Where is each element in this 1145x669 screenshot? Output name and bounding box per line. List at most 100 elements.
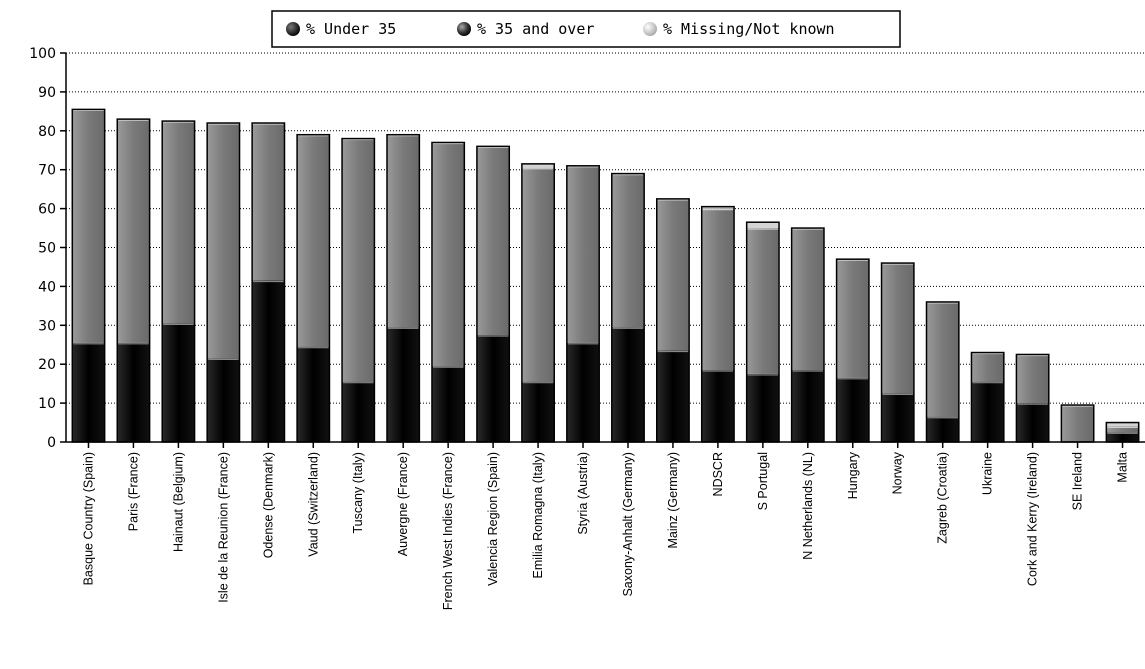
bar-segment	[611, 173, 645, 328]
legend-label-under-35: % Under 35	[306, 20, 396, 38]
x-category-label: Hungary	[846, 451, 860, 499]
bar-segment	[1061, 405, 1094, 442]
bar-segment	[521, 167, 555, 382]
bar-segment	[656, 350, 690, 442]
bar-stack	[656, 198, 690, 443]
legend-box	[271, 10, 901, 48]
bar-stack	[611, 172, 645, 443]
legend: % Under 35 % 35 and over % Missing/Not k…	[271, 10, 901, 48]
y-tick-label: 20	[38, 357, 56, 373]
bar-stack	[566, 165, 600, 443]
bar-segment	[1106, 432, 1139, 442]
bar-segment	[476, 146, 510, 336]
bar-segment	[521, 163, 555, 168]
bar-segment	[746, 228, 780, 374]
y-tick-label: 90	[38, 85, 56, 101]
bar-stack	[521, 163, 555, 443]
bar-segment	[476, 335, 510, 442]
bar-segment	[836, 377, 869, 442]
x-category-label: Valencia Region (Spain)	[486, 452, 500, 586]
y-tick-label: 40	[38, 279, 56, 295]
y-tick-label: 100	[29, 46, 56, 62]
x-axis-labels: Basque Country (Spain) Paris (France) Hain…	[81, 442, 1130, 610]
bar-segment	[971, 381, 1004, 442]
bar-segment	[387, 134, 420, 328]
bar-stack	[1015, 353, 1050, 443]
y-axis-ticks: 0 10 20 30 40 50 60 70 80 90 100	[29, 46, 66, 451]
bar-segment	[431, 142, 465, 367]
bar-segment	[611, 327, 645, 442]
x-category-label: SE Ireland	[1071, 452, 1085, 510]
bar-segment	[791, 228, 824, 371]
y-tick-label: 30	[38, 318, 56, 334]
y-tick-label: 70	[38, 163, 56, 179]
bar-stack	[476, 145, 511, 443]
bar-segment	[72, 342, 105, 442]
bar-stack	[341, 137, 376, 443]
x-category-label: NDSCR	[711, 452, 725, 496]
bar-segment	[431, 366, 465, 442]
bar-segment	[881, 393, 914, 442]
bar-stack	[161, 120, 196, 443]
bar-stack	[71, 108, 106, 443]
bar-segment	[297, 134, 330, 347]
bar-segment	[656, 198, 690, 351]
bar-segment	[1106, 426, 1139, 433]
y-tick-label: 60	[38, 202, 56, 218]
x-category-label: Norway	[891, 451, 905, 494]
bar-segment	[207, 123, 240, 359]
bar-segment	[926, 301, 959, 417]
bar-segment	[252, 123, 285, 281]
bar-segment	[791, 370, 824, 442]
bar-segment	[162, 121, 195, 324]
bar-segment	[566, 342, 600, 442]
y-tick-label: 10	[38, 396, 56, 412]
bar-segment	[521, 381, 555, 442]
x-category-label: Isle de la Reunion (France)	[216, 452, 230, 603]
bar-segment	[387, 327, 420, 442]
bar-segment	[342, 138, 375, 382]
y-tick-label: 80	[38, 124, 56, 140]
bar-segment	[1106, 422, 1139, 427]
bar-segment	[971, 352, 1004, 382]
bar-stack	[970, 351, 1005, 443]
bar-stack	[1105, 421, 1140, 443]
bar-segment	[701, 206, 735, 209]
bar-segment	[1016, 403, 1049, 442]
bar-segment	[836, 259, 869, 378]
bar-stack	[206, 122, 241, 443]
bar-segment	[881, 263, 914, 394]
bar-stack	[790, 227, 825, 443]
x-category-label: Emilia Romagna (Italy)	[531, 452, 545, 578]
bar-segment	[746, 222, 780, 229]
legend-label-missing: % Missing/Not known	[663, 20, 835, 38]
bar-stack	[835, 258, 870, 443]
legend-label-35-and-over: % 35 and over	[477, 20, 594, 38]
bar-segment	[297, 346, 330, 442]
bar-segment	[566, 165, 600, 343]
bar-segment	[701, 208, 735, 371]
bar-segment	[252, 280, 285, 442]
bar-stack	[925, 301, 960, 443]
bar-segment	[1016, 354, 1049, 404]
y-tick-label: 50	[38, 241, 56, 257]
bar-segment	[926, 416, 959, 442]
x-category-label: Saxony-Anhalt (Germany)	[621, 452, 635, 597]
bar-segment	[72, 109, 105, 343]
bar-stack	[116, 118, 151, 443]
x-category-label: French West Indies (France)	[441, 452, 455, 610]
bar-segment	[117, 119, 150, 343]
x-category-label: Tuscany (Italy)	[351, 452, 365, 534]
x-category-label: Zagreb (Croatia)	[936, 452, 950, 544]
bar-stack	[296, 133, 331, 443]
x-category-label: Malta	[1116, 452, 1130, 483]
bar-stack	[880, 262, 915, 443]
x-category-label: Auvergne (France)	[396, 452, 410, 556]
legend-marker-35-and-over	[457, 22, 471, 36]
x-category-label: Basque Country (Spain)	[81, 452, 95, 585]
bar-stack	[700, 205, 735, 443]
bar-stack	[745, 221, 780, 443]
bars	[71, 108, 1140, 443]
legend-marker-under-35	[286, 22, 300, 36]
